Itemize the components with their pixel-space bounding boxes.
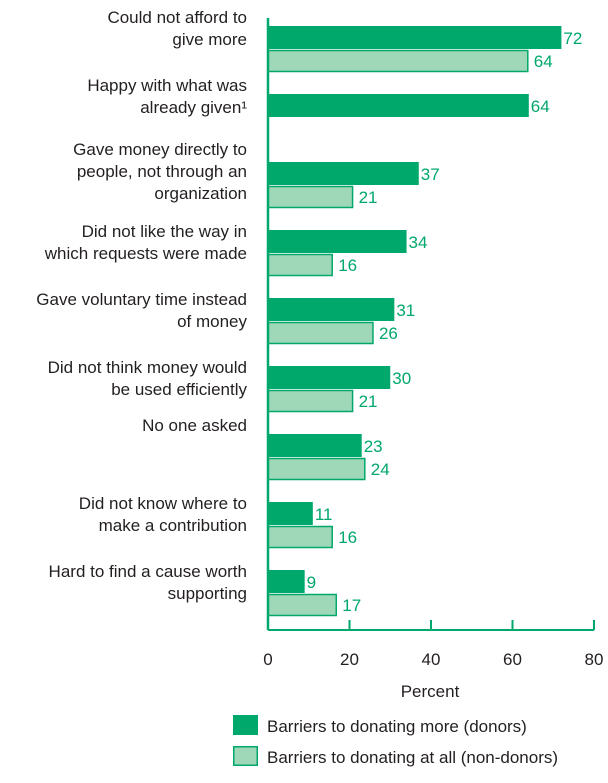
value-label-non-donors: 21 (359, 188, 378, 207)
x-tick-label: 20 (340, 650, 359, 669)
value-label-donors: 34 (409, 233, 428, 252)
value-label-donors: 23 (364, 437, 383, 456)
bar-non-donors (267, 185, 354, 209)
bar-non-donors (267, 389, 354, 413)
value-label-non-donors: 21 (359, 392, 378, 411)
category-label: Did not know where to (79, 494, 247, 513)
bar-donors (268, 94, 529, 117)
bar-donors (268, 162, 419, 185)
value-label-donors: 30 (392, 369, 411, 388)
category-label: supporting (168, 584, 247, 603)
bar-non-donors (267, 525, 333, 549)
bar-non-donors (267, 593, 338, 617)
value-label-donors: 31 (396, 301, 415, 320)
category-label: Could not afford to (107, 8, 247, 27)
x-tick-label: 60 (503, 650, 522, 669)
value-label-non-donors: 16 (338, 528, 357, 547)
category-label: Did not like the way in (82, 222, 247, 241)
value-label-donors: 9 (307, 573, 316, 592)
legend-label: Barriers to donating more (donors) (267, 717, 527, 736)
legend-swatch-donors (233, 715, 258, 735)
bar-donors (268, 366, 391, 389)
value-label-non-donors: 26 (379, 324, 398, 343)
category-label: No one asked (142, 416, 247, 435)
x-axis-title: Percent (401, 682, 460, 701)
category-label: Happy with what was (87, 76, 247, 95)
legend-label: Barriers to donating at all (non-donors) (267, 748, 558, 767)
category-label: people, not through an (77, 162, 247, 181)
legend: Barriers to donating more (donors) Barrie… (233, 715, 558, 767)
category-label: Gave voluntary time instead (36, 290, 247, 309)
category-label: Gave money directly to (73, 140, 247, 159)
category-labels-layer: Could not afford to give more Happy with w… (36, 8, 247, 603)
bars-layer (267, 26, 562, 617)
x-axis: 0 20 40 60 80 (263, 18, 603, 669)
category-label: be used efficiently (111, 380, 247, 399)
value-label-non-donors: 16 (338, 256, 357, 275)
bar-non-donors (267, 49, 529, 73)
bar-non-donors (267, 321, 374, 345)
bar-donors (268, 570, 305, 593)
value-label-donors: 37 (421, 165, 440, 184)
value-label-donors: 11 (315, 505, 333, 524)
value-label-non-donors: 17 (342, 596, 361, 615)
value-label-non-donors: 24 (371, 460, 390, 479)
bar-donors (268, 434, 362, 457)
value-label-donors: 72 (563, 29, 582, 48)
category-label: Hard to find a cause worth (49, 562, 247, 581)
bar-non-donors (267, 457, 366, 481)
x-tick-label: 80 (585, 650, 604, 669)
bar-donors (268, 298, 395, 321)
category-label: make a contribution (99, 516, 247, 535)
category-label: Did not think money would (48, 358, 247, 377)
bar-donors (268, 230, 407, 253)
x-tick-label: 0 (263, 650, 272, 669)
bar-non-donors (267, 253, 333, 277)
category-label: organization (154, 184, 247, 203)
category-label: give more (172, 30, 247, 49)
value-labels-layer: 72 64 64 37 21 34 16 31 26 30 21 23 24 11 16 9 17 (307, 29, 583, 615)
value-label-donors: 64 (531, 97, 550, 116)
legend-swatch-non-donors (233, 746, 258, 766)
bar-donors (268, 502, 313, 525)
category-label: already given¹ (140, 98, 247, 117)
category-label: which requests were made (44, 244, 247, 263)
x-tick-label: 40 (422, 650, 441, 669)
bar-donors (268, 26, 562, 49)
value-label-non-donors: 64 (534, 52, 553, 71)
category-label: of money (177, 312, 247, 331)
